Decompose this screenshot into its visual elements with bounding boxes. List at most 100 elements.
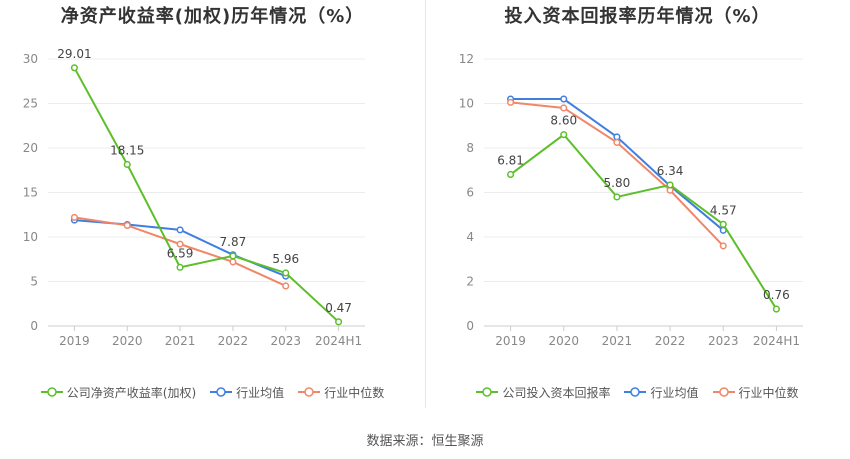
legend-swatch — [624, 387, 647, 397]
y-tick-label: 15 — [23, 186, 38, 200]
data-point — [229, 258, 237, 266]
data-point — [282, 282, 290, 290]
legend-marker — [47, 387, 57, 397]
data-label: 5.96 — [272, 252, 299, 266]
data-point — [560, 95, 568, 103]
legend-label: 行业中位数 — [324, 385, 385, 400]
data-label: 7.87 — [220, 235, 247, 249]
legend-label: 行业均值 — [650, 385, 699, 400]
data-point — [70, 213, 78, 221]
panel-divider — [425, 0, 426, 408]
legend-label: 公司投入资本回报率 — [502, 385, 611, 400]
series-line — [510, 98, 724, 232]
data-point — [229, 252, 237, 260]
legend-item[interactable]: 公司净资产收益率(加权) — [40, 384, 197, 401]
data-label: 0.47 — [325, 301, 352, 315]
y-tick-label: 6 — [466, 186, 474, 200]
roic-plot: 0 2 4 6 8 10 12 2019 2020 2021 2022 2023 2024H1 6.81 8… — [459, 52, 803, 348]
legend-item[interactable]: 行业均值 — [624, 384, 699, 401]
legend-label: 公司净资产收益率(加权) — [66, 385, 197, 400]
roe-chart-panel: 净资产收益率(加权)历年情况（%） 0 5 10 15 20 25 30 2019 2020 20… — [0, 0, 425, 420]
series-line — [73, 67, 340, 323]
y-tick-label: 8 — [466, 141, 474, 155]
data-point — [613, 133, 621, 141]
roe-legend: 公司净资产收益率(加权) 行业均值 行业中位数 — [0, 380, 425, 404]
data-source: 数据来源：恒生聚源 — [366, 434, 484, 449]
x-tick-label: 2021 — [165, 334, 196, 348]
data-point — [719, 220, 727, 228]
x-tick-label: 2019 — [59, 334, 90, 348]
legend-item[interactable]: 行业中位数 — [712, 384, 799, 401]
data-label: 18.15 — [110, 143, 144, 157]
data-point — [613, 193, 621, 201]
data-point — [282, 269, 290, 277]
legend-swatch — [40, 387, 63, 397]
y-tick-label: 0 — [466, 319, 474, 333]
y-tick-label: 0 — [30, 319, 38, 333]
data-point — [560, 131, 568, 139]
legend-item[interactable]: 行业均值 — [210, 384, 284, 401]
data-label: 5.80 — [604, 176, 631, 190]
data-label: 8.60 — [550, 114, 577, 128]
y-tick-label: 4 — [466, 230, 474, 244]
series-line — [509, 133, 778, 310]
y-tick-label: 10 — [459, 97, 474, 111]
data-point — [176, 263, 184, 271]
data-point — [176, 240, 184, 248]
legend-marker — [304, 387, 314, 397]
legend-marker — [216, 387, 226, 397]
series-line — [510, 101, 724, 247]
data-point — [560, 104, 568, 112]
data-point — [123, 160, 131, 169]
data-label: 29.01 — [57, 47, 91, 61]
legend-marker — [482, 387, 493, 397]
x-tick-label: 2021 — [602, 334, 633, 348]
data-point — [613, 138, 621, 146]
data-point — [123, 221, 131, 229]
legend-swatch — [712, 387, 735, 397]
legend-swatch — [210, 387, 233, 397]
y-tick-label: 10 — [23, 230, 38, 244]
legend-marker — [630, 387, 641, 397]
data-point — [666, 181, 674, 189]
data-label: 4.57 — [710, 203, 737, 217]
legend-swatch — [476, 387, 499, 397]
data-point — [719, 242, 727, 250]
data-point — [507, 98, 515, 106]
roe-plot: 0 5 10 15 20 25 30 2019 2020 2021 2022 2023 2024H1 29… — [23, 47, 365, 348]
x-tick-label: 2023 — [270, 334, 301, 348]
chart-title: 投入资本回报率历年情况（%） — [504, 6, 771, 27]
chart-title: 净资产收益率(加权)历年情况（%） — [60, 6, 365, 27]
y-tick-label: 12 — [459, 52, 474, 66]
x-tick-label: 2024H1 — [315, 334, 362, 348]
legend-marker — [718, 387, 729, 397]
x-tick-label: 2022 — [218, 334, 249, 348]
y-tick-label: 20 — [23, 141, 38, 155]
data-label: 6.59 — [167, 246, 194, 260]
legend-label: 行业中位数 — [738, 385, 799, 400]
legend-swatch — [298, 387, 321, 397]
data-point — [70, 64, 78, 72]
y-tick-label: 2 — [466, 275, 474, 289]
data-label: 0.76 — [763, 288, 790, 302]
data-point — [176, 226, 184, 234]
legend-item[interactable]: 行业中位数 — [298, 384, 384, 401]
legend-label: 行业均值 — [236, 385, 285, 400]
data-label: 6.81 — [497, 153, 524, 167]
data-label: 6.34 — [657, 164, 684, 178]
x-tick-label: 2024H1 — [753, 334, 800, 348]
x-tick-label: 2022 — [655, 334, 686, 348]
roic-legend: 公司投入资本回报率 行业均值 行业中位数 — [425, 380, 850, 404]
data-point — [507, 170, 515, 179]
x-tick-label: 2020 — [112, 334, 143, 348]
x-tick-label: 2020 — [548, 334, 579, 348]
x-tick-label: 2019 — [495, 334, 526, 348]
data-point — [772, 305, 780, 313]
data-point — [335, 318, 343, 326]
legend-item[interactable]: 公司投入资本回报率 — [476, 384, 610, 401]
x-tick-label: 2023 — [708, 334, 739, 348]
roic-chart-panel: 投入资本回报率历年情况（%） 0 2 4 6 8 10 12 2019 2020 2021 2022… — [425, 0, 850, 420]
y-tick-label: 5 — [30, 275, 38, 289]
y-tick-label: 25 — [23, 97, 38, 111]
y-tick-label: 30 — [23, 52, 38, 66]
